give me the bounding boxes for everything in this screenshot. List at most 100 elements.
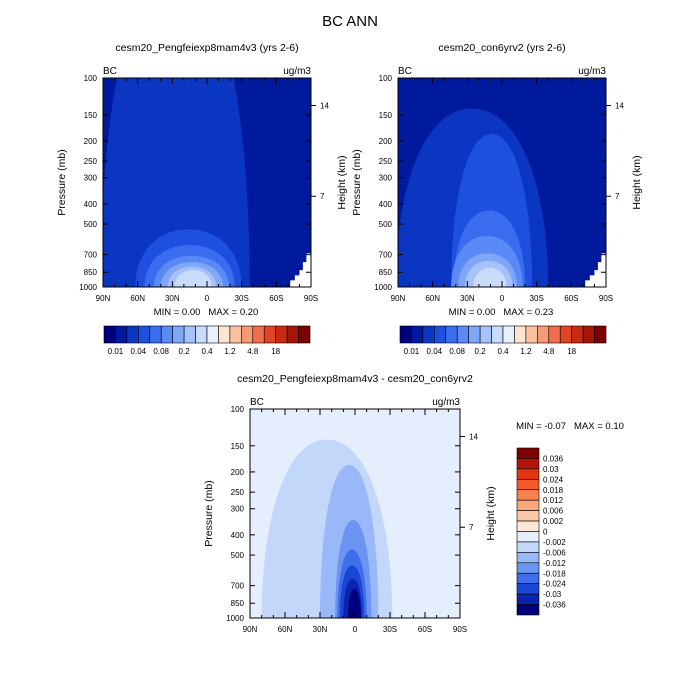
colorbar-label: -0.012	[543, 559, 566, 568]
right-label: ug/m3	[283, 66, 311, 77]
colorbar-swatch	[516, 604, 540, 616]
y-tick-label: 400	[379, 200, 393, 209]
colorbar-swatch	[516, 458, 540, 470]
x-tick-label: 60N	[425, 294, 440, 303]
y-tick-label: 250	[379, 157, 393, 166]
x-tick-label: 90S	[304, 294, 318, 303]
min-label: MIN =	[154, 307, 182, 318]
y-tick-label: 300	[84, 174, 98, 183]
height-tick-label: 14	[320, 101, 329, 110]
colorbar-label: 0.03	[543, 465, 559, 474]
y-tick-label: 200	[84, 137, 98, 146]
colorbar-swatch	[516, 479, 540, 491]
colorbar-swatch	[263, 325, 276, 344]
min-label: MIN =	[516, 421, 544, 432]
colorbar-swatch	[516, 583, 540, 595]
y-tick-label: 850	[231, 599, 245, 608]
colorbar: 0.0360.030.0240.0180.0120.0060.0020-0.00…	[516, 447, 566, 616]
colorbar-label: 0.2	[179, 347, 191, 356]
colorbar-label: 0.006	[543, 507, 564, 516]
colorbar-swatch	[149, 325, 162, 344]
y-tick-label: 500	[379, 220, 393, 229]
x-tick-label: 60S	[269, 294, 283, 303]
y-tick-label: 700	[379, 251, 393, 260]
y-tick-label: 150	[379, 111, 393, 120]
colorbar-swatch	[126, 325, 139, 344]
colorbar-swatch	[516, 468, 540, 480]
colorbar-swatch	[516, 593, 540, 605]
y-axis-label-right: Height (km)	[336, 155, 348, 209]
colorbar-swatch	[516, 531, 540, 543]
colorbar-swatch	[491, 325, 504, 344]
max-label: MAX =	[208, 307, 239, 318]
y-tick-label: 150	[231, 442, 245, 451]
colorbar: 0.01 0.04 0.08 0.2 0.4 1.2 4.8 18	[399, 325, 607, 356]
contour-band	[348, 588, 361, 618]
figure-title: BC ANN	[322, 13, 378, 30]
left-label: BC	[250, 397, 264, 408]
colorbar-label: 0.08	[153, 347, 169, 356]
colorbar-label: 0.08	[449, 347, 465, 356]
colorbar: 0.01 0.04 0.08 0.2 0.4 1.2 4.8 18	[103, 325, 311, 356]
colorbar-swatch	[559, 325, 572, 344]
x-tick-label: 90N	[243, 625, 258, 634]
x-tick-label: 30S	[530, 294, 544, 303]
colorbar-swatch	[445, 325, 458, 344]
max-value: 0.23	[535, 307, 554, 318]
colorbar-swatch	[594, 325, 607, 344]
x-tick-label: 0	[205, 294, 210, 303]
y-axis-label: Pressure (mb)	[351, 149, 363, 216]
x-tick-label: 30N	[165, 294, 180, 303]
colorbar-label: 0.4	[497, 347, 509, 356]
x-tick-label: 0	[500, 294, 505, 303]
colorbar-swatch	[479, 325, 492, 344]
y-tick-label: 500	[231, 551, 245, 560]
y-tick-label: 150	[84, 111, 98, 120]
min-max-readout: MIN = -0.07 MAX = 0.10	[516, 421, 624, 432]
min-value: 0.00	[477, 307, 496, 318]
colorbar-swatch	[516, 489, 540, 501]
max-label: MAX =	[503, 307, 534, 318]
colorbar-label: -0.036	[543, 601, 566, 610]
colorbar-swatch	[548, 325, 561, 344]
y-tick-label: 300	[231, 505, 245, 514]
colorbar-label: 0.024	[543, 475, 564, 484]
panel-title: cesm20_Pengfeiexp8mam4v3 (yrs 2-6)	[115, 42, 298, 54]
height-tick-label: 14	[469, 432, 478, 441]
colorbar-swatch	[275, 325, 288, 344]
min-value: 0.00	[182, 307, 201, 318]
colorbar-swatch	[514, 325, 527, 344]
colorbar-swatch	[516, 499, 540, 511]
colorbar-swatch	[218, 325, 231, 344]
colorbar-swatch	[286, 325, 299, 344]
y-tick-label: 700	[231, 582, 245, 591]
x-tick-label: 60S	[418, 625, 432, 634]
colorbar-label: 0	[543, 528, 548, 537]
colorbar-label: 0.01	[108, 347, 124, 356]
colorbar-swatch	[525, 325, 538, 344]
colorbar-label: 0.036	[543, 454, 564, 463]
colorbar-swatch	[138, 325, 151, 344]
height-tick-label: 14	[615, 101, 624, 110]
x-tick-label: 60N	[278, 625, 293, 634]
y-tick-label: 300	[379, 174, 393, 183]
x-tick-label: 90N	[391, 294, 406, 303]
y-tick-label: 500	[84, 220, 98, 229]
x-tick-label: 30S	[235, 294, 249, 303]
y-tick-label: 850	[84, 268, 98, 277]
y-axis-label: Pressure (mb)	[56, 149, 68, 216]
x-tick-label: 90S	[453, 625, 467, 634]
min-max-readout: MIN = 0.00 MAX = 0.20	[154, 307, 259, 318]
y-tick-label: 400	[84, 200, 98, 209]
colorbar-swatch	[516, 447, 540, 459]
colorbar-label: 18	[567, 347, 576, 356]
colorbar-label: -0.006	[543, 548, 566, 557]
y-tick-label: 850	[379, 268, 393, 277]
contour-band	[103, 78, 250, 287]
colorbar-swatch	[502, 325, 515, 344]
x-tick-label: 30N	[313, 625, 328, 634]
height-tick-label: 7	[320, 192, 325, 201]
y-axis-label-right: Height (km)	[485, 486, 497, 540]
colorbar-label: -0.002	[543, 538, 566, 547]
